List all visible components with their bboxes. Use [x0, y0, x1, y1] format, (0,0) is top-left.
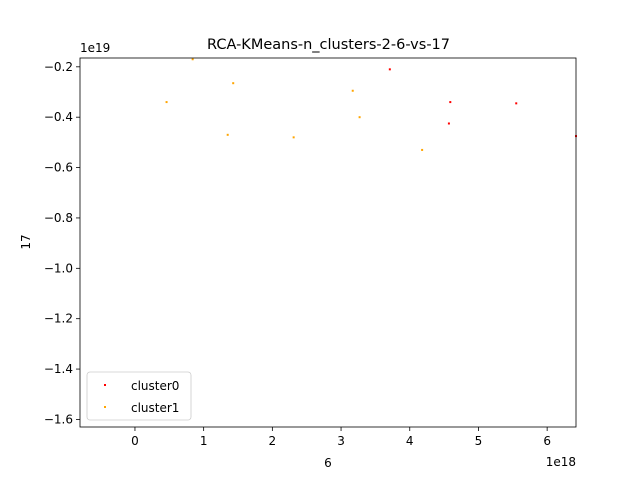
- point-cluster1: [358, 116, 361, 119]
- point-cluster0: [388, 68, 391, 71]
- y-offset-text: 1e19: [80, 41, 110, 55]
- x-tick-label: 6: [543, 434, 551, 448]
- y-tick-label: −1.2: [44, 312, 73, 326]
- y-tick-label: −1.0: [44, 261, 73, 275]
- plot-frame: [79, 57, 577, 428]
- point-cluster1: [165, 101, 168, 104]
- point-cluster1: [191, 58, 194, 61]
- legend: cluster0 cluster1: [86, 371, 192, 421]
- point-cluster1: [292, 136, 295, 139]
- chart-title: RCA-KMeans-n_clusters-2-6-vs-17: [207, 37, 450, 53]
- point-cluster1: [351, 89, 354, 92]
- x-tick-label: 3: [337, 434, 345, 448]
- y-tick-label: −0.6: [44, 161, 73, 175]
- legend-box: [86, 371, 192, 421]
- legend-marker-cluster0: [104, 384, 106, 386]
- x-axis-label: 6: [324, 456, 332, 470]
- plot-area: [80, 58, 576, 427]
- y-tick-label: −0.4: [44, 110, 73, 124]
- x-axis-ticks: 0 1 2 3 4 5 6: [131, 427, 551, 448]
- y-tick-label: −1.4: [44, 362, 73, 376]
- x-tick-label: 0: [131, 434, 139, 448]
- point-cluster0: [515, 102, 518, 105]
- x-offset-text: 1e18: [546, 455, 576, 469]
- point-cluster1: [226, 133, 229, 136]
- legend-marker-cluster1: [104, 406, 106, 408]
- x-tick-label: 2: [269, 434, 277, 448]
- y-tick-label: −0.2: [44, 60, 73, 74]
- point-cluster1: [232, 82, 235, 85]
- y-axis-ticks: −0.2 −0.4 −0.6 −0.8 −1.0 −1.2 −1.4 −1.6: [44, 60, 80, 426]
- legend-label-cluster0: cluster0: [131, 379, 179, 393]
- point-cluster0: [447, 122, 450, 125]
- x-tick-label: 5: [475, 434, 483, 448]
- point-cluster1: [421, 148, 424, 151]
- legend-label-cluster1: cluster1: [131, 401, 179, 415]
- y-tick-label: −1.6: [44, 412, 73, 426]
- y-tick-label: −0.8: [44, 211, 73, 225]
- point-cluster0: [449, 101, 452, 104]
- x-tick-label: 1: [200, 434, 208, 448]
- y-axis-label: 17: [19, 234, 33, 249]
- x-tick-label: 4: [406, 434, 414, 448]
